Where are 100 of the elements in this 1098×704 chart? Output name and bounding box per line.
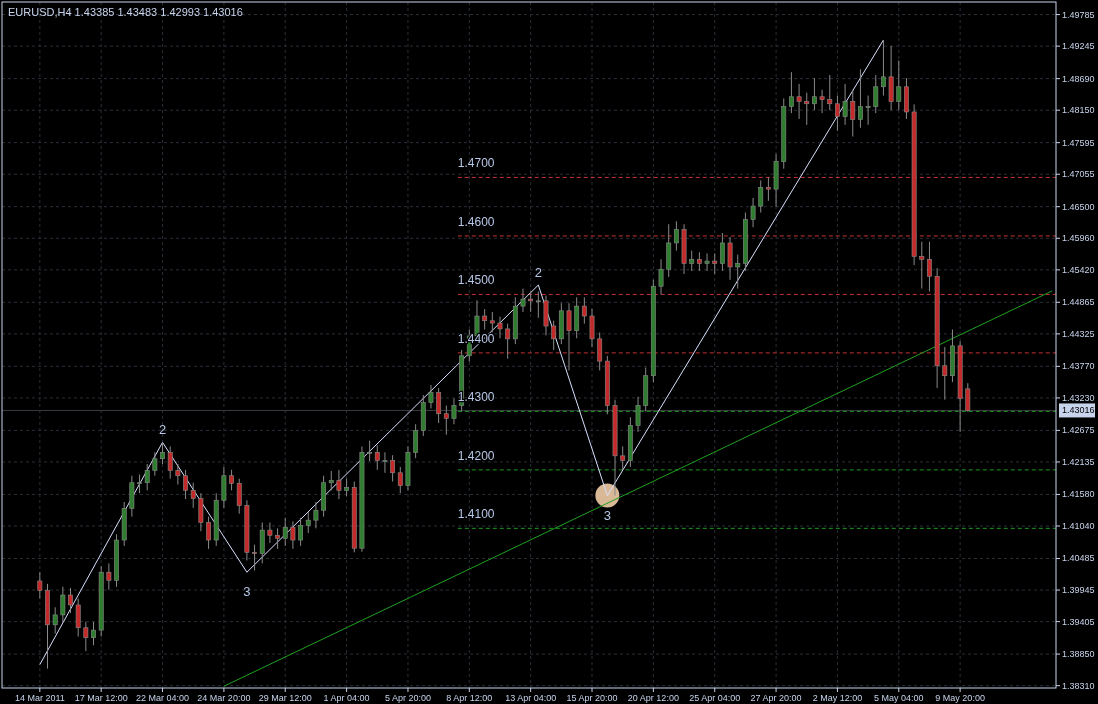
candlestick (37, 571, 43, 600)
candlestick (835, 95, 840, 132)
candlestick (229, 469, 234, 491)
candlestick (635, 396, 641, 433)
x-tick-label: 13 Apr 04:00 (505, 693, 557, 703)
annotation: 3 (243, 584, 251, 600)
candlestick (290, 520, 296, 550)
y-tick-label: 1.45960 (1062, 233, 1095, 244)
y-tick-label: 1.42135 (1062, 456, 1095, 467)
candlestick (390, 454, 396, 483)
candlestick (620, 445, 626, 471)
x-tick-label: 1 Apr 04:00 (323, 693, 370, 703)
candlestick (758, 179, 764, 214)
candlestick (144, 463, 150, 491)
x-tick-label: 22 Mar 04:00 (136, 693, 190, 703)
candlestick (137, 474, 142, 494)
candlestick (190, 482, 196, 509)
candlestick (927, 241, 932, 292)
candlestick (712, 252, 718, 275)
candlestick (489, 311, 495, 333)
candlestick (428, 384, 434, 409)
y-tick-label: 1.44865 (1062, 297, 1095, 308)
candlestick (259, 521, 265, 564)
candlestick (206, 516, 211, 550)
candlestick (727, 236, 733, 281)
y-tick-label: 1.48150 (1062, 105, 1095, 116)
candlestick (91, 621, 96, 646)
candlestick (443, 405, 449, 436)
x-tick-label: 5 Apr 20:00 (384, 693, 431, 703)
candlestick (413, 423, 419, 459)
y-tick-label: 1.38850 (1062, 649, 1095, 660)
candlestick (328, 470, 334, 491)
candlestick (896, 59, 902, 111)
x-tick-label: 14 Mar 2011 (14, 693, 65, 703)
candlestick (267, 521, 273, 544)
candlestick (252, 544, 257, 571)
candlestick (152, 451, 158, 477)
ref-line-label: 1.4200 (457, 448, 495, 463)
candlestick (750, 197, 756, 228)
candlestick (535, 290, 541, 319)
y-tick-label: 1.41040 (1062, 521, 1095, 531)
candlestick (482, 308, 488, 330)
x-tick-label: 15 Apr 20:00 (566, 693, 618, 703)
candlestick (597, 331, 603, 371)
candlestick (689, 250, 695, 272)
candlestick (873, 74, 879, 114)
ref-line-label: 1.4100 (457, 507, 495, 522)
y-tick-label: 1.43230 (1062, 392, 1095, 403)
candlestick (842, 83, 848, 126)
candlestick (804, 92, 810, 126)
candlestick (336, 469, 342, 500)
candlestick (819, 89, 825, 114)
ref-line-label: 1.4600 (457, 214, 495, 229)
candlestick (313, 501, 319, 529)
x-tick-label: 27 Apr 20:00 (750, 693, 802, 703)
y-tick-label: 1.49785 (1062, 9, 1095, 20)
candlestick (673, 220, 679, 252)
candlestick (236, 478, 242, 515)
candlestick (175, 463, 181, 485)
ref-line-label: 1.4300 (457, 390, 495, 405)
y-tick-label: 1.49245 (1062, 41, 1095, 52)
candlestick (52, 606, 58, 635)
candlestick (106, 562, 112, 591)
candlestick (275, 527, 280, 550)
y-tick-label: 1.42675 (1062, 425, 1095, 436)
annotation: 2 (158, 422, 167, 438)
annotation: 2 (534, 265, 542, 281)
candlestick (735, 254, 741, 290)
x-tick-label: 29 Mar 12:00 (258, 693, 312, 703)
candlestick (305, 511, 311, 534)
candlestick (75, 598, 81, 638)
candlestick (704, 252, 710, 272)
candlestick (850, 89, 856, 138)
candlestick (367, 440, 373, 462)
line-series (39, 39, 884, 666)
x-tick-label: 2 May 12:00 (812, 693, 863, 703)
x-tick-label: 25 Apr 04:00 (689, 693, 741, 703)
x-tick-label: 8 Apr 12:00 (446, 693, 493, 703)
candlestick (451, 398, 457, 425)
x-tick-label: 24 Mar 20:00 (197, 693, 251, 703)
y-tick-label: 1.47055 (1062, 169, 1095, 180)
ref-line-label: 1.4500 (457, 273, 495, 288)
candlestick (60, 586, 66, 623)
candlestick (520, 288, 526, 313)
candlestick (497, 316, 503, 339)
candlestick (298, 517, 303, 547)
y-tick-label: 1.48690 (1062, 73, 1095, 84)
y-tick-label: 1.40485 (1062, 553, 1095, 564)
candlestick (965, 382, 971, 413)
candlestick (581, 296, 587, 325)
candlestick (167, 445, 173, 480)
x-tick-label: 20 Apr 12:00 (627, 693, 679, 703)
candlestick (382, 451, 388, 474)
annotation: 3 (603, 507, 611, 523)
candlestick (696, 251, 702, 272)
candlestick (183, 469, 188, 500)
y-tick-label: 1.43770 (1062, 361, 1095, 372)
y-tick-label: 1.44325 (1062, 328, 1095, 339)
candlestick (796, 83, 802, 120)
x-tick-label: 17 Mar 12:00 (74, 693, 128, 703)
